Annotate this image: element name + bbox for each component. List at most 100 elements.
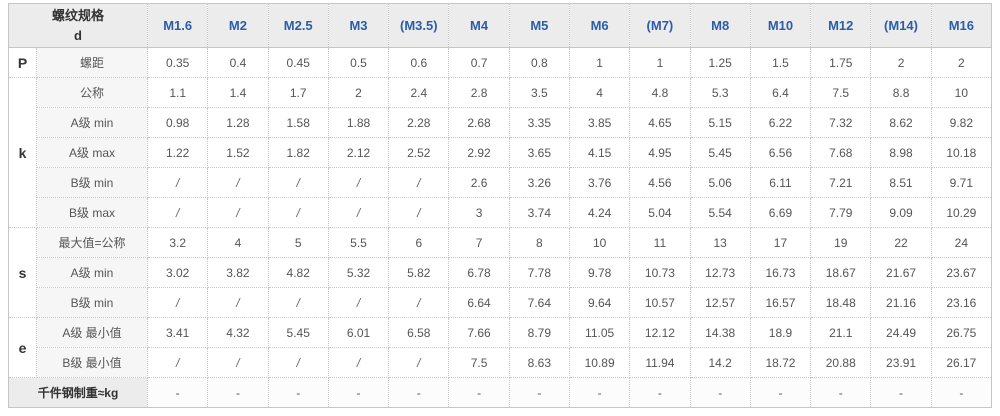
data-cell: 2.4 [388,77,450,108]
table-body: P 螺距 0.35 0.4 0.45 0.5 0.6 0.7 0.8 1 1 1.25 1.5 1.75 2… [7,47,993,408]
data-cell: 5.45 [267,317,329,348]
data-cell: - [388,377,450,408]
data-cell: 10.73 [629,257,691,288]
data-cell: 7.68 [810,137,872,168]
data-cell: 0.35 [147,47,209,78]
data-cell: 0.45 [267,47,329,78]
data-cell: 2.68 [448,107,510,138]
column-header-m14: (M14) [870,3,932,48]
data-cell: 1.4 [207,77,269,108]
table-row: A级 min 3.02 3.82 4.82 5.32 5.82 6.78 7.78 9.78 10… [9,257,993,288]
data-cell: 0.5 [327,47,390,78]
data-cell: 3.5 [508,77,570,108]
data-cell: 7.64 [508,287,570,318]
data-cell: 4.82 [267,257,329,288]
data-cell: 9.64 [568,287,631,318]
data-cell: 21.67 [870,257,932,288]
table-row: s 最大值=公称 3.2 4 5 5.5 6 7 8 10 11 13 17 19 22 24 [8,227,993,318]
data-cell: 3.85 [568,107,631,138]
data-cell: 2.6 [448,167,510,198]
data-cell: 10.89 [568,347,631,378]
column-header-m1.6: M1.6 [147,3,209,48]
thread-spec-table: 螺纹规格 d M1.6 M2 M2.5 M3 (M3.5) M4 M5 M6 (M7) M8 M10… [7,3,993,408]
data-cell: / [327,197,390,228]
data-cell: 13 [689,227,751,258]
data-cell: 8.51 [870,167,932,198]
group-label-P: P [8,47,37,78]
data-cell: 0.7 [448,47,510,78]
data-cell: - [810,377,872,408]
data-cell: - [147,377,209,408]
data-cell: 16.57 [749,287,812,318]
data-cell: 10 [568,227,631,258]
row-label: 螺距 [35,47,149,78]
data-cell: 10.18 [930,137,993,168]
data-cell: - [870,377,932,408]
data-cell: 10.57 [629,287,691,318]
column-header-m7: (M7) [629,3,691,48]
table-row: A级 max 1.22 1.52 1.82 2.12 2.52 2.92 3.65 4.15 4.… [9,137,993,168]
data-cell: 5.3 [689,77,751,108]
data-cell: / [388,347,450,378]
data-cell: 2.12 [327,137,390,168]
header-row: 螺纹规格 d M1.6 M2 M2.5 M3 (M3.5) M4 M5 M6 (M7) M8 M10… [7,3,993,48]
corner-title: 螺纹规格 [52,8,105,23]
data-cell: / [267,197,329,228]
row-label: A级 min [35,257,149,288]
column-header-m2: M2 [207,3,269,48]
column-header-m3.5: (M3.5) [388,3,450,48]
data-cell: 4.15 [568,137,631,168]
data-cell: 8.63 [508,347,570,378]
column-header-m5: M5 [508,3,570,48]
data-cell: 8.98 [870,137,932,168]
data-cell: 6.22 [749,107,812,138]
data-cell: 6.56 [749,137,812,168]
data-cell: 0.8 [508,47,570,78]
column-header-m6: M6 [568,3,631,48]
data-cell: 5.82 [388,257,450,288]
data-cell: - [629,377,691,408]
row-label: A级 min [35,107,149,138]
data-cell: 6 [388,227,450,258]
data-cell: 6.78 [448,257,510,288]
data-cell: 4.65 [629,107,691,138]
data-cell: 4.95 [629,137,691,168]
data-cell: 0.6 [388,47,450,78]
column-header-m4: M4 [448,3,510,48]
data-cell: 6.4 [749,77,812,108]
data-cell: 9.82 [930,107,993,138]
data-cell: 12.12 [629,317,691,348]
data-cell: / [388,197,450,228]
data-cell: / [388,287,450,318]
table-row: B级 min / / / //6.64 7.64 9.64 10.57 12.57 16.57 18… [9,287,993,318]
data-cell: / [147,287,209,318]
column-header-m8: M8 [689,3,751,48]
data-cell: 7.32 [810,107,872,138]
data-cell: / [267,347,329,378]
data-cell: 4.24 [568,197,631,228]
data-cell: 3.35 [508,107,570,138]
row-label: 最大值=公称 [35,227,149,258]
data-cell: - [267,377,329,408]
data-cell: 1.22 [147,137,209,168]
data-cell: 2.52 [388,137,450,168]
data-cell: 10.29 [930,197,993,228]
data-cell: 7.78 [508,257,570,288]
data-cell: 3.82 [207,257,269,288]
data-cell: 23.91 [870,347,932,378]
data-cell: / [388,167,450,198]
data-cell: / [327,167,390,198]
data-cell: 3.02 [147,257,209,288]
data-cell: 7.5 [448,347,510,378]
data-cell: 0.98 [147,107,209,138]
data-cell: 6.11 [749,167,812,198]
data-cell: 23.16 [930,287,993,318]
data-cell: 20.88 [810,347,872,378]
data-cell: 5.54 [689,197,751,228]
data-cell: 5.32 [327,257,390,288]
data-cell: - [327,377,390,408]
data-cell: 22 [870,227,932,258]
data-cell: / [207,287,269,318]
data-cell: 9.71 [930,167,993,198]
data-cell: 11.94 [629,347,691,378]
